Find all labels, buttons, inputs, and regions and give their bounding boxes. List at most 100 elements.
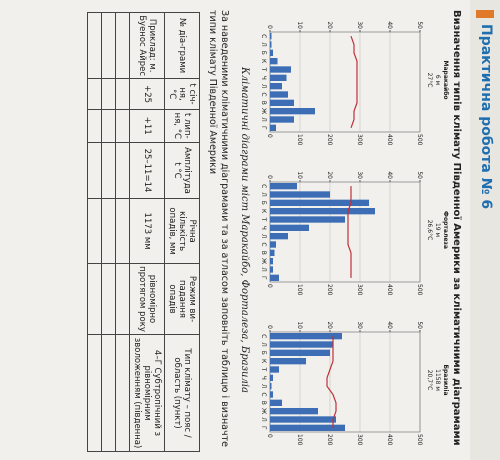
- header-cell: Режим ви-падання опадів: [164, 263, 200, 335]
- precip-bar: [270, 183, 297, 190]
- precip-bar: [270, 124, 276, 131]
- month-label: Л: [260, 384, 267, 389]
- precip-tick-label: 0: [266, 284, 273, 288]
- precip-bar: [270, 58, 278, 65]
- month-label: В: [260, 251, 267, 255]
- month-label: С: [260, 184, 267, 188]
- empty-cell: [115, 198, 130, 264]
- precip-bar: [270, 216, 345, 223]
- month-label: Л: [260, 42, 267, 47]
- row: Приклад: м. Буенос Айрес +25 +11 25–11=14 11…: [129, 12, 165, 452]
- temperature: 20,7°C: [426, 370, 433, 391]
- precip-tick-label: 100: [296, 134, 303, 146]
- header-row: № діа-грами t січ-ня, °C t лип-ня, °C Амплі…: [164, 12, 200, 452]
- header-cell: Тип клімату – пояс / область (пункт): [164, 334, 200, 452]
- precip-bar: [270, 116, 294, 123]
- precip-bar: [270, 358, 306, 365]
- temp-line: [350, 35, 358, 129]
- month-label: С: [260, 34, 267, 38]
- precip-bar: [270, 274, 279, 281]
- month-label: С: [260, 334, 267, 338]
- month-label: Г: [260, 276, 267, 280]
- temp-tick-label: 10: [296, 171, 303, 179]
- month-label: Б: [260, 351, 267, 355]
- month-label: Л: [260, 234, 267, 239]
- month-label: Л: [260, 267, 267, 272]
- precip-bar: [270, 108, 315, 115]
- empty-cell: [101, 198, 116, 264]
- caption: Кліматичні діаграми міст Маракайбо, Форт…: [239, 66, 250, 394]
- empty-cell: [101, 334, 116, 452]
- month-label: С: [260, 242, 267, 246]
- precip-bar: [270, 74, 287, 81]
- temp-tick-label: 0: [266, 25, 273, 29]
- empty-cell: [87, 198, 102, 264]
- cell: +25: [129, 78, 165, 110]
- empty-row: [101, 12, 116, 452]
- month-label: Л: [260, 342, 267, 347]
- header-cell: t січ-ня, °C: [164, 78, 200, 110]
- precip-tick-label: 100: [296, 284, 303, 296]
- month-label: Т: [260, 67, 267, 72]
- header-cell: t лип-ня, °C: [164, 109, 200, 143]
- temp-line: [326, 336, 337, 428]
- precip-bar: [270, 374, 273, 381]
- month-label: К: [260, 209, 267, 214]
- temp-line: [347, 186, 352, 278]
- precip-bar: [270, 33, 272, 40]
- month-label: Б: [260, 201, 267, 205]
- cell: 4–Г Субтропічний з рівномірним зволоженн…: [129, 334, 165, 452]
- precip-bar: [270, 349, 330, 356]
- precip-tick-label: 200: [326, 284, 333, 296]
- month-label: Б: [260, 51, 267, 55]
- precip-bar: [270, 416, 336, 423]
- instruction: За наведеними кліматичними діаграмами та…: [207, 10, 230, 447]
- header: Практична робота № 6: [470, 0, 500, 460]
- empty-cell: [115, 109, 130, 143]
- precip-tick-label: 0: [266, 434, 273, 438]
- empty-cell: [87, 12, 102, 79]
- empty-cell: [101, 263, 116, 335]
- precip-tick-label: 400: [386, 434, 393, 446]
- altitude: 1158 м: [434, 369, 441, 391]
- header-title: Практична робота № 6: [478, 24, 494, 210]
- month-label: С: [260, 392, 267, 396]
- month-label: Ч: [260, 226, 267, 230]
- altitude: 19 м: [434, 223, 441, 237]
- precip-bar: [270, 424, 345, 431]
- temp-tick-label: 40: [386, 171, 393, 179]
- empty-row: [87, 12, 102, 452]
- precip-bar: [270, 91, 288, 98]
- precip-tick-label: 100: [296, 434, 303, 446]
- empty-cell: [101, 142, 116, 199]
- temp-tick-label: 10: [296, 21, 303, 29]
- temp-tick-label: 40: [386, 21, 393, 29]
- temp-tick-label: 20: [326, 321, 333, 329]
- precip-bar: [270, 391, 273, 398]
- temperature: 26,6°C: [426, 220, 433, 241]
- precip-bar: [270, 83, 282, 90]
- temp-tick-label: 0: [266, 325, 273, 329]
- empty-cell: [87, 263, 102, 335]
- temp-tick-label: 30: [356, 321, 363, 329]
- precip-tick-label: 500: [416, 434, 423, 446]
- precip-bar: [270, 266, 273, 273]
- temp-tick-label: 50: [416, 171, 423, 179]
- month-label: Т: [260, 367, 267, 372]
- month-label: Ж: [260, 408, 267, 415]
- temp-tick-label: 20: [326, 171, 333, 179]
- plot-frame: [269, 181, 421, 283]
- temp-tick-label: 40: [386, 321, 393, 329]
- temp-tick-label: 10: [296, 321, 303, 329]
- month-label: Ж: [260, 258, 267, 265]
- altitude: 6 м: [434, 75, 441, 85]
- month-label: К: [260, 59, 267, 64]
- header-cell: Річна кількість опадів, мм: [164, 198, 200, 264]
- precip-tick-label: 400: [386, 284, 393, 296]
- empty-cell: [115, 12, 130, 79]
- table: № діа-грами t січ-ня, °C t лип-ня, °C Амплі…: [87, 12, 200, 452]
- heading: Визначення типів клімату Південної Амери…: [451, 10, 462, 446]
- precip-bar: [270, 99, 294, 106]
